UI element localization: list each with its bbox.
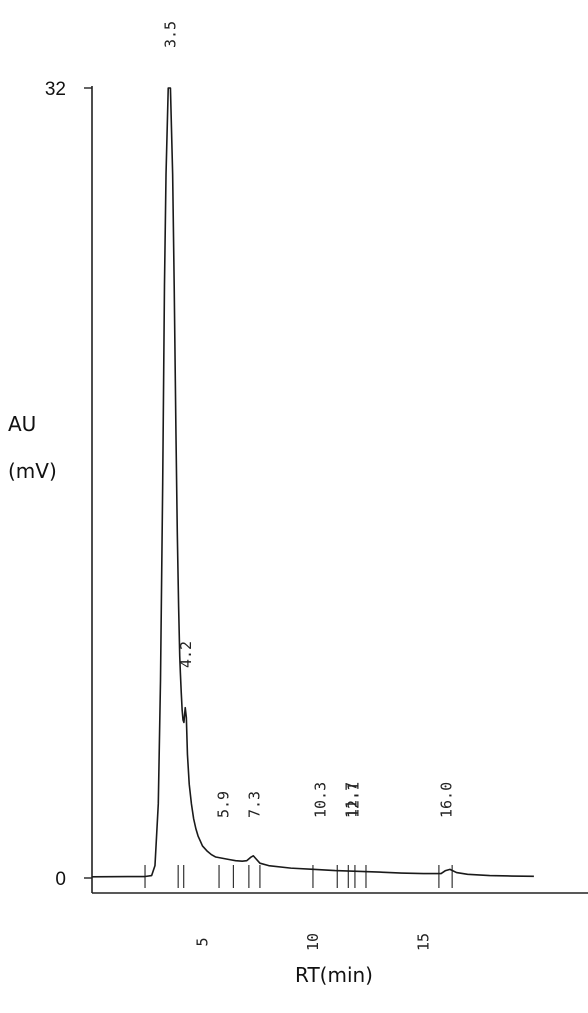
x-tick-label: 15 [414, 933, 432, 951]
peak-label: 4.2 [177, 641, 195, 668]
peak-label: 3.5 [161, 21, 179, 48]
x-tick-label: 5 [193, 937, 211, 946]
y-ticks: 0 32 [45, 79, 92, 890]
y-axis-label: AU (mV) [8, 412, 57, 483]
y-tick-label: 32 [45, 79, 66, 100]
y-axis-label-line1: AU [8, 412, 36, 436]
x-ticks: 5 10 15 [193, 933, 432, 951]
peak-label: 16.0 [438, 782, 456, 818]
peak-label: 7.3 [245, 791, 263, 818]
x-axis-label: RT(min) [295, 963, 373, 987]
signal-trace [91, 87, 534, 878]
peak-label: 12.1 [345, 782, 363, 818]
peak-label: 5.9 [214, 791, 232, 818]
peak-label: 11.7 [343, 782, 361, 818]
x-tick-label: 10 [304, 933, 322, 951]
signal-line [91, 87, 534, 878]
peak-label: 10.3 [312, 782, 330, 818]
peak-labels: 3.5 4.2 5.9 7.3 10.3 11.712.1 16.0 [161, 21, 455, 818]
y-tick-label: 0 [55, 869, 66, 890]
y-axis-label-line2: (mV) [8, 459, 57, 483]
